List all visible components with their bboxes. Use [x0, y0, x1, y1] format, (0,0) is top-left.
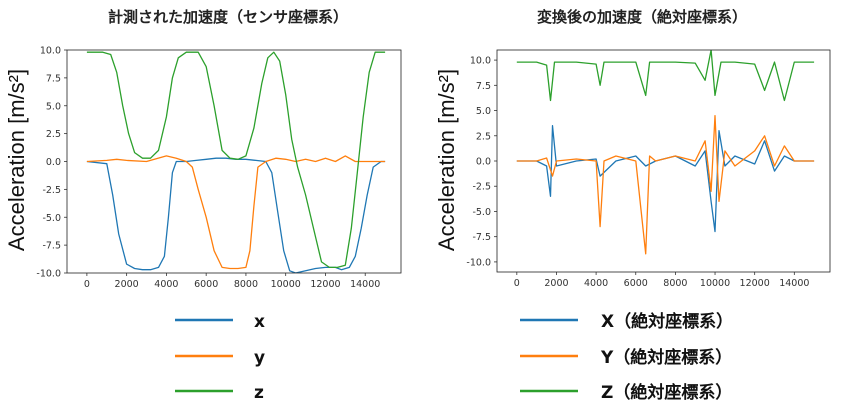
y-tick-label: 2.5: [476, 131, 491, 142]
x-tick-label: 8000: [234, 279, 258, 290]
left-legend: x y z: [175, 312, 265, 403]
x-tick-label: 6000: [624, 278, 648, 289]
legend-label-abs-x: X（絶対座標系）: [601, 311, 733, 332]
right-y-axis-label: Acceleration [m/s²]: [434, 69, 459, 251]
x-tick-label: 12000: [740, 278, 770, 289]
x-tick-label: 14000: [350, 279, 380, 290]
series-line-abs-x: [516, 125, 815, 233]
x-tick-label: 8000: [663, 278, 687, 289]
series-line-abs-y: [516, 114, 815, 255]
y-tick-label: 7.5: [46, 73, 61, 84]
x-tick-label: 0: [84, 279, 90, 290]
x-tick-label: 6000: [194, 279, 218, 290]
legend-label-y: y: [254, 348, 265, 368]
series-line-y: [86, 155, 386, 270]
y-tick-label: 0.0: [46, 157, 61, 168]
y-tick-label: 10.0: [470, 56, 491, 67]
absolute-frame-chart: 変換後の加速度（絶対座標系） Acceleration [m/s²] 0 2000…: [434, 8, 831, 289]
y-tick-label: -5.0: [42, 213, 61, 224]
y-tick-label: 7.5: [476, 81, 491, 92]
y-tick-label: 10.0: [40, 46, 61, 57]
y-tick-label: 5.0: [46, 101, 61, 112]
y-tick-label: 5.0: [476, 106, 491, 117]
right-plot-frame: [496, 49, 831, 273]
legend-label-x: x: [254, 312, 265, 332]
y-tick-label: -10.0: [36, 269, 61, 280]
series-line-x: [86, 157, 386, 273]
x-tick-label: 4000: [154, 279, 178, 290]
series-line-abs-z: [516, 50, 815, 102]
x-tick-label: 14000: [779, 278, 809, 289]
legend-label-abs-z: Z（絶対座標系）: [601, 382, 732, 403]
y-tick-label: -2.5: [42, 185, 61, 196]
y-tick-label: -7.5: [42, 241, 61, 252]
y-tick-label: 2.5: [46, 129, 61, 140]
x-tick-label: 12000: [310, 279, 340, 290]
x-tick-label: 10000: [700, 278, 730, 289]
sensor-frame-chart: 計測された加速度（センサ座標系） Acceleration [m/s²] 0 20…: [4, 8, 402, 290]
y-tick-label: 0.0: [476, 157, 491, 168]
x-tick-label: 10000: [271, 279, 301, 290]
right-chart-title: 変換後の加速度（絶対座標系）: [537, 8, 747, 26]
x-tick-label: 0: [514, 278, 520, 289]
y-tick-label: -7.5: [472, 232, 491, 243]
x-tick-label: 2000: [115, 279, 139, 290]
y-tick-label: -5.0: [472, 207, 491, 218]
left-y-axis-label: Acceleration [m/s²]: [4, 69, 29, 251]
right-legend: X（絶対座標系） Y（絶対座標系） Z（絶対座標系）: [520, 311, 733, 403]
legend-label-z: z: [254, 383, 264, 403]
left-chart-title: 計測された加速度（センサ座標系）: [108, 8, 348, 26]
legend-label-abs-y: Y（絶対座標系）: [600, 347, 732, 368]
left-plot-frame: [66, 49, 402, 274]
x-tick-label: 2000: [544, 278, 568, 289]
x-tick-label: 4000: [584, 278, 608, 289]
y-tick-label: -10.0: [466, 257, 491, 268]
series-line-z: [86, 51, 386, 269]
y-tick-label: -2.5: [472, 182, 491, 193]
